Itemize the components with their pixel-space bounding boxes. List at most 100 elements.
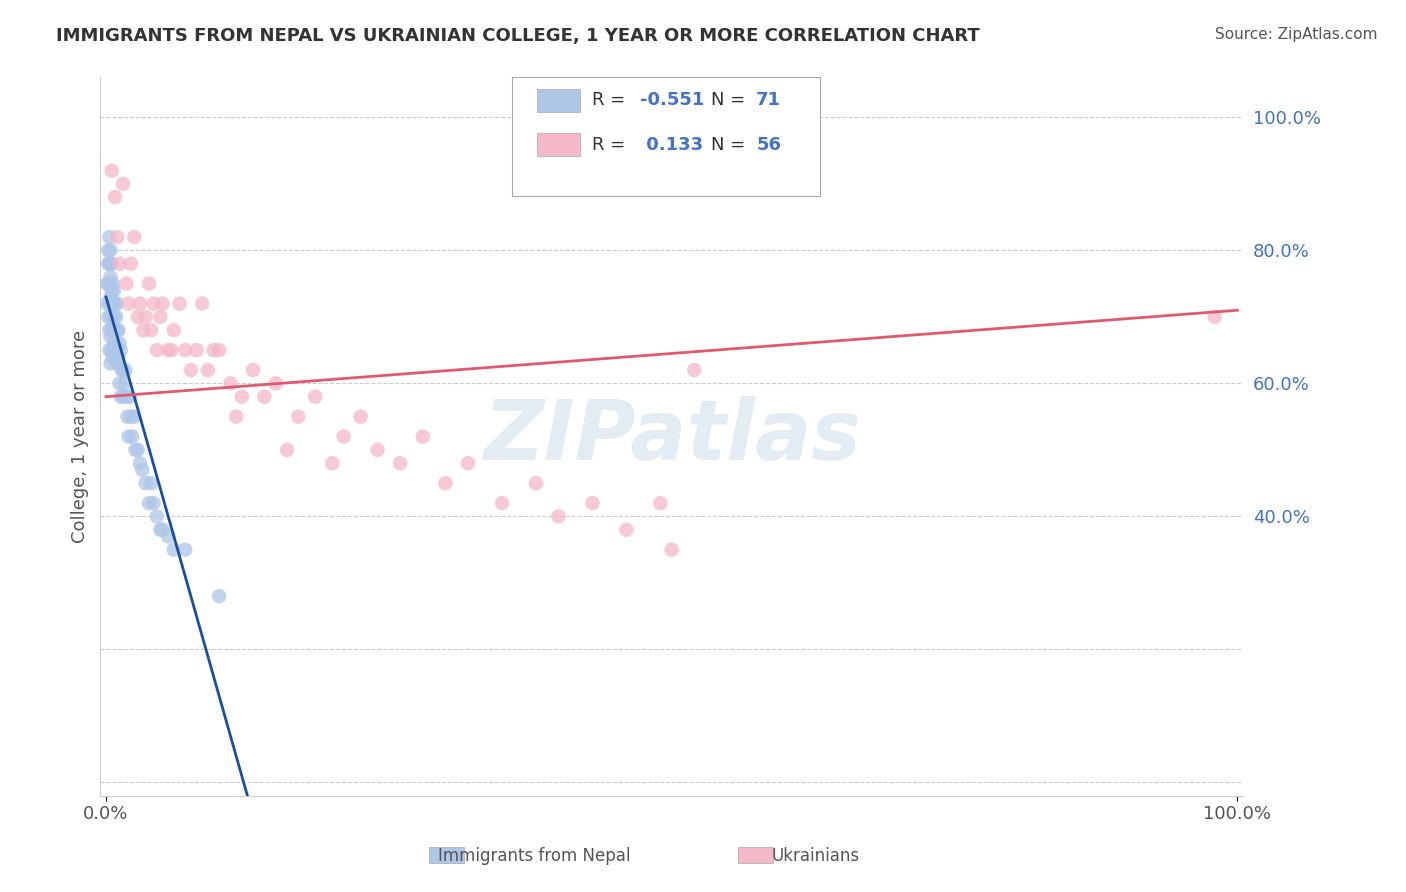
Point xyxy=(110,343,132,358)
Point xyxy=(107,323,129,337)
Point xyxy=(103,336,125,351)
Point xyxy=(124,230,146,244)
Point xyxy=(117,429,139,443)
Point xyxy=(332,429,354,443)
Text: R =: R = xyxy=(592,136,624,154)
Point xyxy=(100,270,122,285)
Point xyxy=(105,323,128,337)
Point xyxy=(104,350,127,364)
Text: Ukrainians: Ukrainians xyxy=(772,847,859,865)
Point xyxy=(547,509,569,524)
Point xyxy=(169,296,191,310)
Point xyxy=(100,290,122,304)
Point xyxy=(101,350,124,364)
Text: 56: 56 xyxy=(756,136,782,154)
Point xyxy=(129,296,152,310)
Point xyxy=(160,343,183,358)
Point xyxy=(367,442,389,457)
Point xyxy=(683,363,706,377)
Point xyxy=(231,390,253,404)
Point xyxy=(107,350,129,364)
Point xyxy=(103,310,125,324)
Text: N =: N = xyxy=(710,91,745,110)
Bar xyxy=(429,847,464,863)
Point xyxy=(111,177,134,191)
Point xyxy=(121,429,143,443)
Point xyxy=(100,244,122,258)
Point xyxy=(202,343,225,358)
Point xyxy=(101,296,124,310)
Point xyxy=(581,496,603,510)
Point xyxy=(100,296,122,310)
Point xyxy=(120,409,142,424)
Point xyxy=(174,343,197,358)
Point xyxy=(208,589,231,603)
Point xyxy=(127,310,149,324)
FancyBboxPatch shape xyxy=(512,78,820,196)
Point xyxy=(97,257,120,271)
Point xyxy=(457,456,479,470)
Point xyxy=(321,456,343,470)
Point xyxy=(103,283,125,297)
Point xyxy=(616,523,638,537)
Point xyxy=(186,343,208,358)
Point xyxy=(434,476,457,491)
Point xyxy=(98,296,121,310)
Point xyxy=(157,529,180,543)
Point xyxy=(100,356,122,370)
Point xyxy=(146,509,169,524)
Text: ZIPatlas: ZIPatlas xyxy=(482,396,860,477)
Point xyxy=(163,542,186,557)
Point xyxy=(98,277,121,291)
Point xyxy=(412,429,434,443)
Point xyxy=(111,363,134,377)
Point xyxy=(108,376,131,391)
Point xyxy=(138,277,160,291)
Bar xyxy=(738,847,773,863)
Point xyxy=(253,390,276,404)
Point xyxy=(661,542,683,557)
Point xyxy=(1204,310,1226,324)
Point xyxy=(129,456,152,470)
Point xyxy=(197,363,219,377)
Point xyxy=(132,323,155,337)
Point xyxy=(100,343,122,358)
Point xyxy=(141,476,163,491)
FancyBboxPatch shape xyxy=(537,134,581,156)
Point xyxy=(127,442,149,457)
Point xyxy=(105,343,128,358)
Point xyxy=(117,409,139,424)
Point xyxy=(115,390,138,404)
Point xyxy=(105,230,128,244)
Point xyxy=(163,323,186,337)
Point xyxy=(108,257,131,271)
Point xyxy=(491,496,513,510)
Text: -0.551: -0.551 xyxy=(640,91,704,110)
Point xyxy=(104,323,127,337)
Point xyxy=(104,190,127,204)
Point xyxy=(152,523,174,537)
Point xyxy=(111,363,134,377)
Point xyxy=(100,323,122,337)
Point xyxy=(135,476,157,491)
Point xyxy=(97,277,120,291)
Text: Immigrants from Nepal: Immigrants from Nepal xyxy=(439,847,630,865)
Point xyxy=(142,496,165,510)
Point xyxy=(105,296,128,310)
Point xyxy=(97,244,120,258)
Point xyxy=(100,257,122,271)
Point xyxy=(98,343,121,358)
Point xyxy=(114,363,136,377)
Point xyxy=(100,330,122,344)
Point xyxy=(101,277,124,291)
Point xyxy=(276,442,298,457)
Point xyxy=(111,390,134,404)
Text: N =: N = xyxy=(710,136,745,154)
FancyBboxPatch shape xyxy=(537,89,581,112)
Point xyxy=(96,277,118,291)
Point xyxy=(120,257,142,271)
Point xyxy=(146,343,169,358)
Point xyxy=(97,310,120,324)
Point xyxy=(124,442,146,457)
Point xyxy=(98,230,121,244)
